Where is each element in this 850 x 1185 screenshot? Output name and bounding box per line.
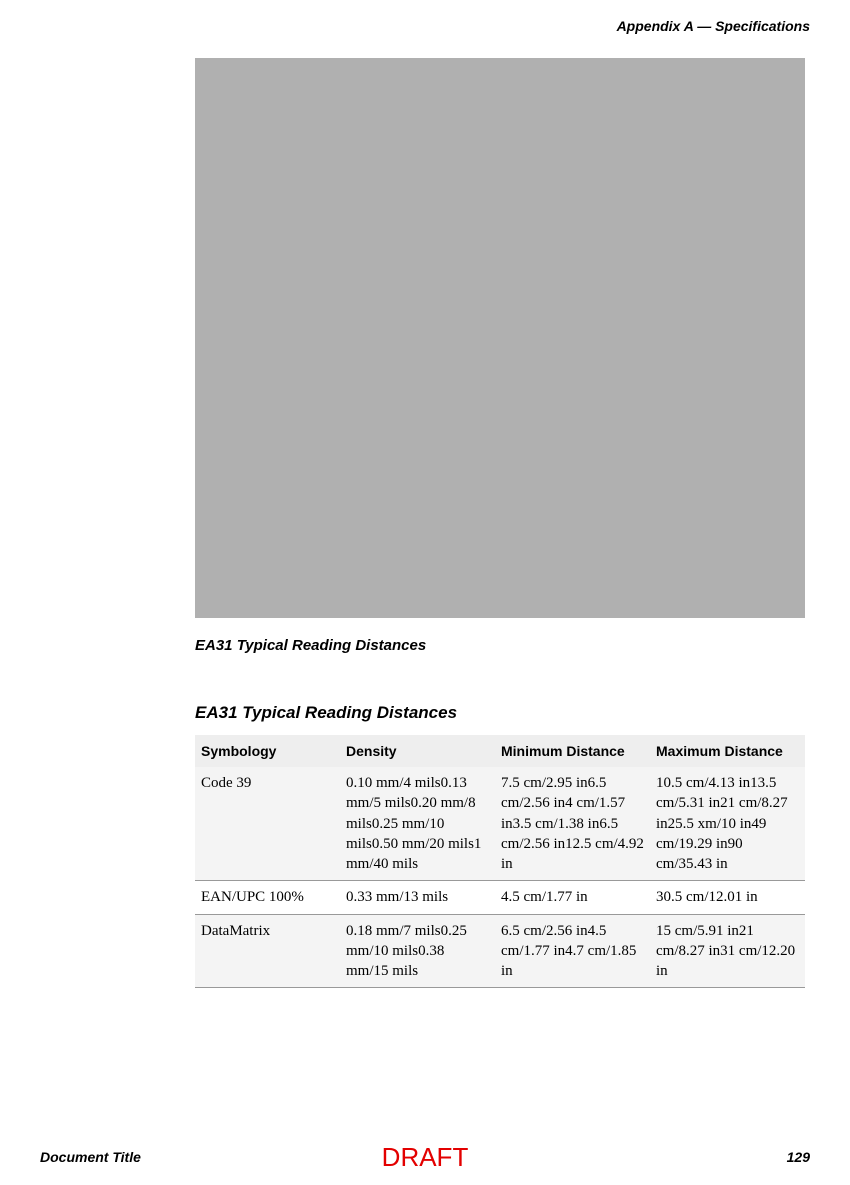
cell-max: 15 cm/5.91 in21 cm/8.27 in31 cm/12.20 in xyxy=(650,914,805,988)
table-row: EAN/UPC 100% 0.33 mm/13 mils 4.5 cm/1.77… xyxy=(195,881,805,914)
cell-symbology: EAN/UPC 100% xyxy=(195,881,340,914)
table-row: DataMatrix 0.18 mm/7 mils0.25 mm/10 mils… xyxy=(195,914,805,988)
table-title: EA31 Typical Reading Distances xyxy=(195,703,457,723)
cell-min: 7.5 cm/2.95 in6.5 cm/2.56 in4 cm/1.57 in… xyxy=(495,767,650,881)
cell-min: 6.5 cm/2.56 in4.5 cm/1.77 in4.7 cm/1.85 … xyxy=(495,914,650,988)
cell-symbology: Code 39 xyxy=(195,767,340,881)
table-row: Code 39 0.10 mm/4 mils0.13 mm/5 mils0.20… xyxy=(195,767,805,881)
footer-draft-watermark: DRAFT xyxy=(382,1142,469,1173)
figure-placeholder xyxy=(195,58,805,618)
spec-table: Symbology Density Minimum Distance Maxim… xyxy=(195,735,805,988)
table-header-row: Symbology Density Minimum Distance Maxim… xyxy=(195,735,805,767)
page-header-appendix: Appendix A — Specifications xyxy=(617,18,810,34)
col-header-minimum: Minimum Distance xyxy=(495,735,650,767)
cell-density: 0.18 mm/7 mils0.25 mm/10 mils0.38 mm/15 … xyxy=(340,914,495,988)
page-footer: Document Title DRAFT 129 xyxy=(40,1149,810,1165)
footer-doc-title: Document Title xyxy=(40,1149,141,1165)
cell-max: 30.5 cm/12.01 in xyxy=(650,881,805,914)
figure-caption: EA31 Typical Reading Distances xyxy=(195,637,426,654)
cell-density: 0.10 mm/4 mils0.13 mm/5 mils0.20 mm/8 mi… xyxy=(340,767,495,881)
cell-symbology: DataMatrix xyxy=(195,914,340,988)
col-header-symbology: Symbology xyxy=(195,735,340,767)
footer-page-number: 129 xyxy=(787,1149,810,1165)
cell-density: 0.33 mm/13 mils xyxy=(340,881,495,914)
cell-max: 10.5 cm/4.13 in13.5 cm/5.31 in21 cm/8.27… xyxy=(650,767,805,881)
col-header-maximum: Maximum Distance xyxy=(650,735,805,767)
col-header-density: Density xyxy=(340,735,495,767)
cell-min: 4.5 cm/1.77 in xyxy=(495,881,650,914)
